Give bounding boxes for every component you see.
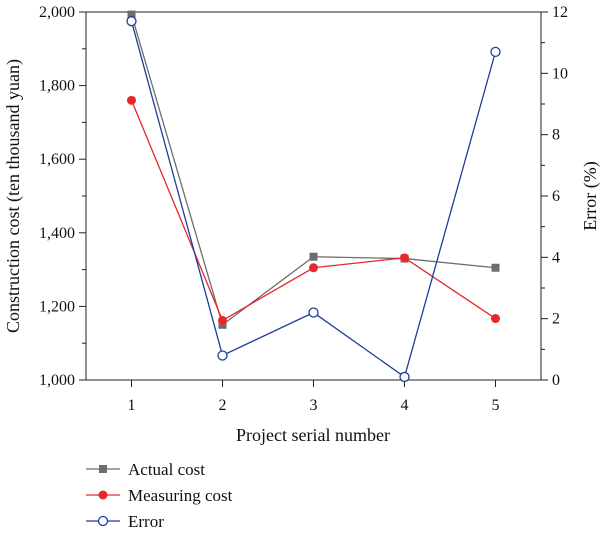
x-tick-label: 2	[219, 397, 227, 414]
legend-label-error: Error	[128, 512, 164, 531]
right-tick-label: 0	[552, 372, 560, 389]
left-tick-label: 1,600	[39, 151, 75, 168]
left-tick-label: 2,000	[39, 4, 75, 21]
left-tick-label: 1,400	[39, 225, 75, 242]
left-y-axis: 1,000 1,200 1,400 1,600 1,800 2,000	[39, 4, 86, 389]
series-line-actual-cost	[130, 14, 496, 326]
series-actual-cost	[127, 10, 500, 329]
right-tick-label: 2	[552, 311, 560, 328]
series-measuring-cost	[127, 95, 500, 325]
right-tick-label: 4	[552, 249, 560, 266]
right-tick-label: 10	[552, 65, 568, 82]
right-y-axis: 0 2 4 6 8 10 12	[541, 4, 568, 389]
legend-marker-measuring-cost	[98, 490, 108, 500]
data-point-measuring-cost	[491, 314, 500, 324]
right-tick-label: 8	[552, 127, 560, 144]
right-axis-title: Error (%)	[580, 161, 600, 230]
legend-label-measuring-cost: Measuring cost	[128, 486, 233, 505]
plot-area	[85, 11, 542, 381]
series-line-measuring-cost	[130, 100, 496, 322]
legend-item-error: Error	[86, 512, 164, 531]
data-point-error	[217, 350, 228, 361]
x-axis-title: Project serial number	[236, 425, 390, 445]
legend: Actual cost Measuring cost Error	[86, 460, 233, 531]
data-point-measuring-cost	[127, 95, 136, 105]
series-group	[126, 10, 501, 383]
data-point-error	[308, 307, 319, 318]
left-tick-label: 1,800	[39, 78, 75, 95]
left-tick-label: 1,200	[39, 298, 75, 315]
left-axis-title: Construction cost (ten thousand yuan)	[3, 59, 24, 333]
x-tick-label: 1	[128, 397, 136, 414]
left-tick-label: 1,000	[39, 372, 75, 389]
data-point-error	[490, 46, 501, 58]
legend-item-measuring-cost: Measuring cost	[86, 486, 233, 505]
x-tick-label: 4	[401, 397, 409, 414]
legend-label-actual-cost: Actual cost	[128, 460, 205, 479]
data-point-measuring-cost	[309, 263, 318, 273]
data-point-actual-cost	[127, 10, 136, 19]
data-point-error	[126, 16, 137, 27]
legend-item-actual-cost: Actual cost	[86, 460, 205, 479]
plot-frame	[85, 11, 542, 381]
legend-marker-actual-cost	[99, 465, 107, 473]
right-tick-label: 6	[552, 188, 560, 205]
series-error	[126, 16, 501, 383]
right-tick-label: 12	[552, 4, 568, 21]
legend-marker-error	[97, 515, 109, 527]
data-point-actual-cost	[491, 263, 500, 272]
x-tick-label: 3	[310, 397, 318, 414]
x-tick-label: 5	[492, 397, 500, 414]
data-point-measuring-cost	[218, 315, 227, 325]
data-point-measuring-cost	[400, 253, 409, 263]
x-axis: 1 2 3 4 5	[128, 380, 500, 414]
data-point-actual-cost	[309, 252, 318, 261]
data-point-error	[399, 371, 410, 383]
